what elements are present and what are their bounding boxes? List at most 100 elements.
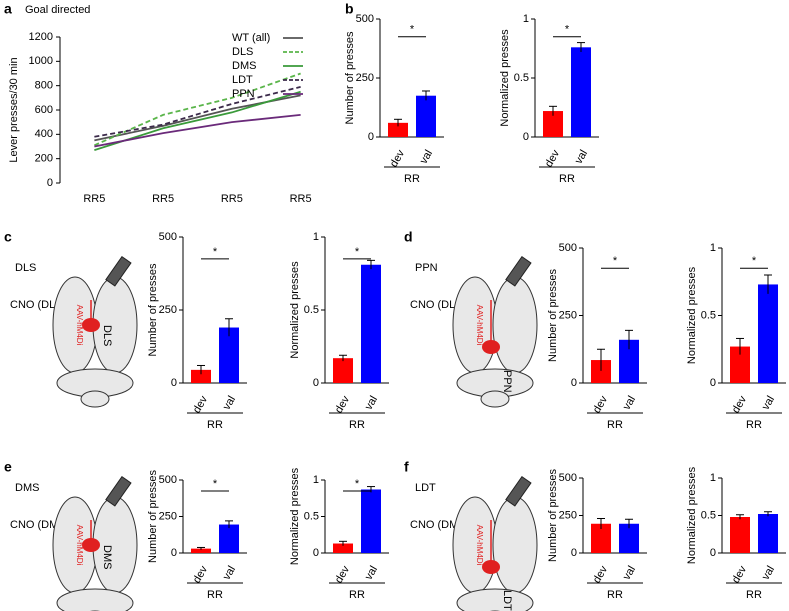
x-tick-label: dev (191, 394, 211, 416)
bar (591, 360, 611, 383)
x-tick-label: dev (591, 394, 611, 416)
x-tick-label: dev (730, 564, 750, 586)
virus-label: AAV-hM4Di (75, 305, 84, 346)
bar (191, 548, 211, 553)
y-label: Number of presses (547, 469, 559, 562)
x-tick-label: val (760, 394, 777, 412)
y-tick-label: 0 (523, 131, 529, 143)
x-tick-label: val (621, 394, 638, 412)
region-label: LDT (415, 482, 436, 494)
x-label: RR (349, 419, 365, 431)
y-tick-label: 250 (356, 72, 374, 84)
y-tick-label: 500 (559, 472, 577, 484)
x-tick-label: dev (388, 148, 408, 170)
x-tick-label: dev (333, 394, 353, 416)
bar (219, 327, 239, 383)
y-tick-label: 250 (159, 304, 177, 316)
y-tick-label: 500 (159, 231, 177, 243)
x-label: RR (746, 419, 762, 431)
y-tick-label: 1000 (29, 55, 53, 67)
x-tick-label: val (573, 148, 590, 166)
virus-label: AAV-hM4Di (475, 525, 484, 566)
significance: * (752, 255, 757, 267)
bar (730, 346, 750, 383)
y-tick-label: 0 (710, 377, 716, 389)
y-tick-label: 0 (571, 377, 577, 389)
legend-label: LDT (232, 74, 253, 86)
significance: * (355, 246, 360, 258)
y-tick-label: 250 (559, 509, 577, 521)
treatment-label: CNO (DLS) (410, 299, 466, 311)
bar (333, 543, 353, 553)
x-tick-label: val (418, 148, 435, 166)
brainstem (80, 390, 110, 408)
bar (758, 514, 778, 553)
y-label: Normalized presses (499, 29, 511, 127)
bar (388, 122, 408, 137)
legend-label: PPN (232, 88, 255, 100)
bar (361, 264, 381, 383)
y-tick-label: 250 (159, 510, 177, 522)
cannula (505, 255, 532, 287)
bar (333, 358, 353, 383)
y-tick-label: 0 (313, 547, 319, 559)
x-label: RR (607, 589, 623, 601)
y-tick-label: 0 (710, 547, 716, 559)
y-tick-label: 0.5 (701, 509, 716, 521)
x-label: RR (746, 589, 762, 601)
significance: * (213, 478, 218, 490)
significance: * (410, 24, 415, 36)
y-tick-label: 800 (35, 80, 53, 92)
site-label: DMS (101, 545, 113, 569)
brainstem (480, 390, 510, 408)
y-tick-label: 400 (35, 128, 53, 140)
bar (361, 489, 381, 553)
significance: * (565, 24, 570, 36)
y-tick-label: 0.5 (701, 309, 716, 321)
y-label: Normalized presses (289, 467, 301, 565)
x-tick-label: val (363, 564, 380, 582)
site-label: LDT (501, 590, 513, 611)
panel-letter: d (404, 229, 413, 245)
series-line (94, 86, 301, 138)
treatment-label: CNO (DLS) (10, 299, 66, 311)
brain-right (492, 496, 538, 594)
y-tick-label: 0.5 (514, 72, 529, 84)
legend-label: DMS (232, 60, 256, 72)
region-label: PPN (415, 262, 438, 274)
y-label: Normalized presses (289, 261, 301, 359)
bar (219, 524, 239, 553)
virus-label: AAV-hM4Di (475, 305, 484, 346)
y-label: Number of presses (147, 470, 159, 563)
y-tick-label: 250 (559, 309, 577, 321)
significance: * (213, 246, 218, 258)
region-label: DLS (15, 262, 36, 274)
bar (591, 523, 611, 553)
panel-letter: b (345, 1, 354, 17)
brain-right (492, 276, 538, 374)
y-tick-label: 1200 (29, 31, 53, 43)
series-line (94, 113, 301, 148)
x-tick-label: RR5 (83, 193, 105, 205)
cerebellum (456, 588, 534, 611)
panel-letter: a (4, 1, 12, 17)
y-tick-label: 0 (171, 547, 177, 559)
significance: * (355, 478, 360, 490)
cannula (105, 255, 132, 287)
y-tick-label: 0 (571, 547, 577, 559)
x-tick-label: RR5 (290, 193, 312, 205)
y-label: Number of presses (344, 31, 356, 124)
y-tick-label: 1 (313, 231, 319, 243)
y-tick-label: 600 (35, 104, 53, 116)
bar (758, 284, 778, 383)
bar (571, 47, 591, 137)
bar (416, 95, 436, 137)
virus-label: AAV-hM4Di (75, 525, 84, 566)
y-tick-label: 1 (313, 474, 319, 486)
significance: * (613, 255, 618, 267)
y-tick-label: 1 (710, 472, 716, 484)
site-label: PPN (501, 370, 513, 393)
legend-label: WT (all) (232, 32, 270, 44)
y-label: Normalized presses (686, 466, 698, 564)
